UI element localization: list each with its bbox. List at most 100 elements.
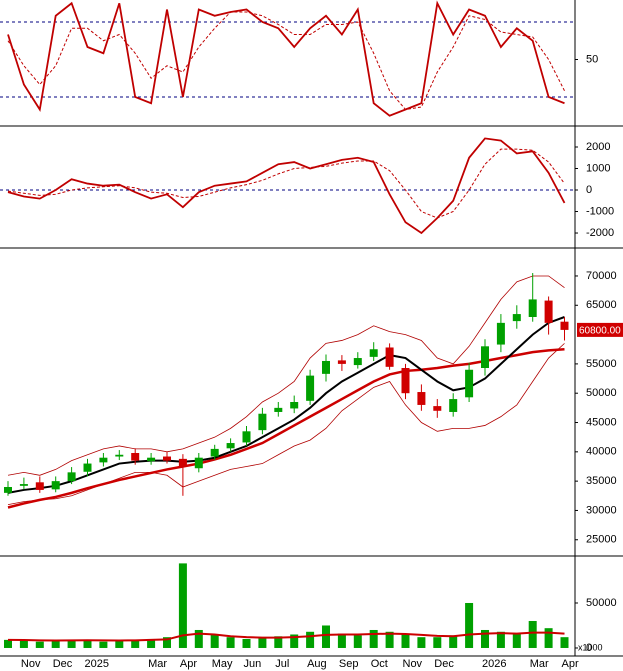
x-tick-label: Mar [530,658,549,670]
volume-bar [178,563,187,648]
candle-body [401,368,410,394]
x-tick-label: Nov [403,658,423,670]
volume-bar [83,640,92,648]
volume-bar [194,629,203,648]
x-tick-label: Jun [244,658,262,670]
candle-body [496,322,505,345]
x-tick-label: Sep [339,658,359,670]
y-tick-label: 2000 [586,141,610,153]
volume-bar [131,639,140,648]
candle-body [274,407,283,412]
y-tick-label: 0 [586,184,592,196]
y-tick-label: 50 [586,53,598,65]
candle-body [131,453,140,461]
volume-bar [163,637,171,648]
candle-body [481,346,489,368]
x-tick-label: Jul [275,658,289,670]
volume-bar [496,631,505,648]
y-tick-label: 0 [586,642,592,654]
candle-body [226,443,235,449]
volume-bar [385,631,394,648]
y-tick-label: 65000 [586,299,617,311]
volume-bar [544,628,553,648]
price-label: 60800.00 [579,326,621,337]
x-tick-label: Mar [148,658,167,670]
x-tick-label: Apr [180,658,197,670]
x-tick-label: Dec [434,658,454,670]
line [7,631,565,642]
candle-body [337,360,346,364]
candle-body [465,369,474,398]
candle-body [19,484,28,486]
line [7,11,565,111]
volume-bar [290,634,299,648]
x-tick-label: Dec [53,658,73,670]
volume-bar [322,625,330,648]
candle-body [433,406,442,411]
x-tick-label: Nov [21,658,41,670]
volume-bar [449,635,458,648]
candle-body [544,300,553,323]
candle-body [194,457,203,469]
volume-bar [4,639,12,648]
volume-bar [337,633,346,648]
candle-body [353,358,362,366]
volume-bar [560,637,569,648]
x-tick-label: Aug [307,658,327,670]
volume-bar [258,638,267,648]
volume-bar [147,638,156,648]
candle-body [51,481,60,490]
volume-bar [51,640,60,648]
volume-bar [528,620,537,648]
candle-body [210,448,219,457]
y-tick-label: 55000 [586,358,617,370]
y-tick-label: 1000 [586,162,610,174]
volume-bar [274,636,283,648]
volume-bar [465,602,474,648]
y-tick-label: 45000 [586,416,617,428]
y-tick-label: 25000 [586,534,617,546]
volume-bar [99,641,108,648]
y-tick-label: -2000 [586,227,614,239]
candle-body [290,402,299,409]
volume-bar [242,638,251,648]
y-tick-label: 50000 [586,597,617,609]
volume-bar [433,637,442,648]
candle-body [512,314,521,322]
volume-bar [19,640,28,648]
volume-bar [481,629,489,648]
candle-body [242,431,251,443]
candle-body [178,458,187,467]
volume-bar [512,633,521,648]
candle-body [560,321,569,330]
candle-body [369,349,378,357]
x-tick-label: 2026 [482,658,506,670]
unit-label: x1000 [578,642,603,652]
candle-body [449,399,458,412]
candle-body [35,482,44,490]
volume-bar [226,637,235,648]
line [7,137,566,235]
candle-body [67,472,76,482]
line [7,275,565,476]
volume-bar [353,635,362,648]
price-label-box [577,322,623,337]
candle-body [417,392,426,405]
volume-bar [67,639,76,648]
candle-body [528,299,537,317]
y-tick-label: 40000 [586,446,617,458]
y-tick-label: -1000 [586,205,614,217]
x-tick-label: 2025 [85,658,109,670]
candle-body [163,456,171,461]
candle-body [306,375,315,401]
candle-body [385,347,394,367]
volume-bar [115,640,124,648]
line [7,0,565,117]
y-tick-label: 70000 [586,270,617,282]
volume-bar [369,629,378,648]
x-tick-label: Oct [371,658,388,670]
volume-bar [417,637,426,648]
volume-bar [306,631,315,648]
